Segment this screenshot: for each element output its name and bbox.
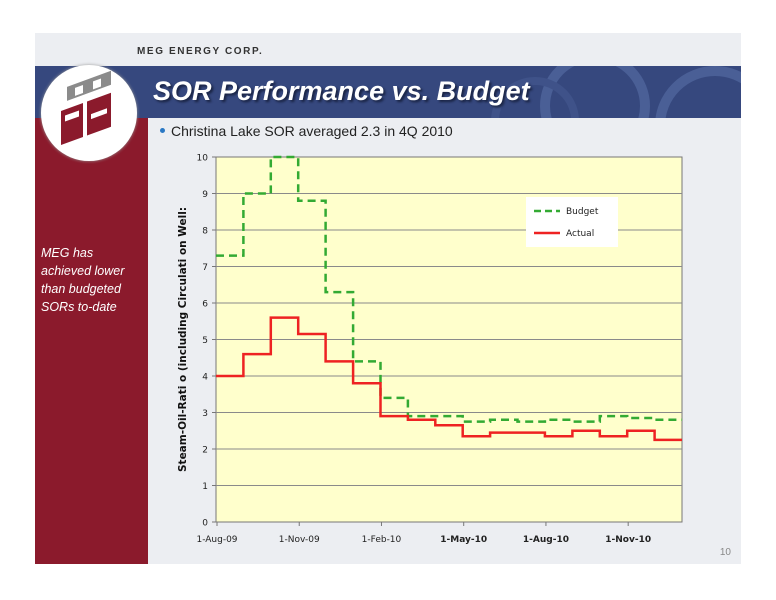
- y-tick-label: 10: [197, 154, 209, 164]
- sor-chart: 0 1 2 3 4 5 6 7 8 9 10 1-Aug-09 1-Nov-09 1-Feb-10 1-M…: [177, 154, 683, 545]
- y-tick-label: 0: [202, 519, 208, 529]
- series-line-budget: [216, 155, 682, 423]
- title-band-decoration: [491, 66, 741, 118]
- bullet-dot: [160, 128, 165, 133]
- y-axis-label: Steam-Oil-Rati o (including Circulati on…: [177, 207, 189, 472]
- page-number: 10: [719, 547, 731, 558]
- x-tick-label: 1-Feb-10: [362, 535, 402, 545]
- y-tick-label: 2: [202, 446, 208, 456]
- y-tick-label: 5: [202, 336, 208, 346]
- sidebar: MEG has achieved lower than budgeted SOR…: [35, 118, 148, 564]
- chart-legend: Budget Actual: [526, 197, 618, 247]
- sidebar-note-line: achieved lower: [41, 264, 125, 278]
- y-tick-label: 9: [202, 190, 208, 200]
- y-tick-label: 8: [202, 227, 208, 237]
- x-tick-label: 1-May-10: [440, 535, 487, 545]
- series-line-actual: [216, 316, 682, 442]
- sidebar-note-line: MEG has: [41, 246, 94, 260]
- y-tick-label: 4: [202, 373, 208, 383]
- meg-logo: [41, 65, 137, 161]
- y-tick-label: 3: [202, 409, 208, 419]
- bullet-text: Christina Lake SOR averaged 2.3 in 4Q 20…: [171, 123, 453, 139]
- sidebar-note-line: SORs to-date: [41, 300, 117, 314]
- x-axis-ticks: 1-Aug-09 1-Nov-09 1-Feb-10 1-May-10 1-Aug-10…: [196, 522, 651, 545]
- y-tick-label: 6: [202, 300, 208, 310]
- x-tick-label: 1-Aug-10: [523, 535, 569, 545]
- y-tick-label: 7: [202, 263, 208, 273]
- x-tick-label: 1-Nov-10: [605, 535, 651, 545]
- sidebar-note-line: than budgeted: [41, 282, 121, 296]
- legend-box: [526, 197, 618, 247]
- meg-logo-icon: [61, 70, 111, 145]
- company-name: MEG ENERGY CORP.: [137, 46, 264, 57]
- x-tick-label: 1-Aug-09: [196, 535, 237, 545]
- y-axis-ticks: 0 1 2 3 4 5 6 7 8 9 10: [197, 154, 216, 529]
- chart-series: [216, 155, 682, 442]
- sidebar-note: MEG has achieved lower than budgeted SOR…: [41, 244, 143, 316]
- legend-label-budget: Budget: [566, 207, 599, 217]
- x-tick-label: 1-Nov-09: [279, 535, 320, 545]
- title-band: [35, 66, 741, 118]
- legend-label-actual: Actual: [566, 229, 594, 239]
- slide-title: SOR Performance vs. Budget: [153, 76, 530, 106]
- y-tick-label: 1: [202, 482, 208, 492]
